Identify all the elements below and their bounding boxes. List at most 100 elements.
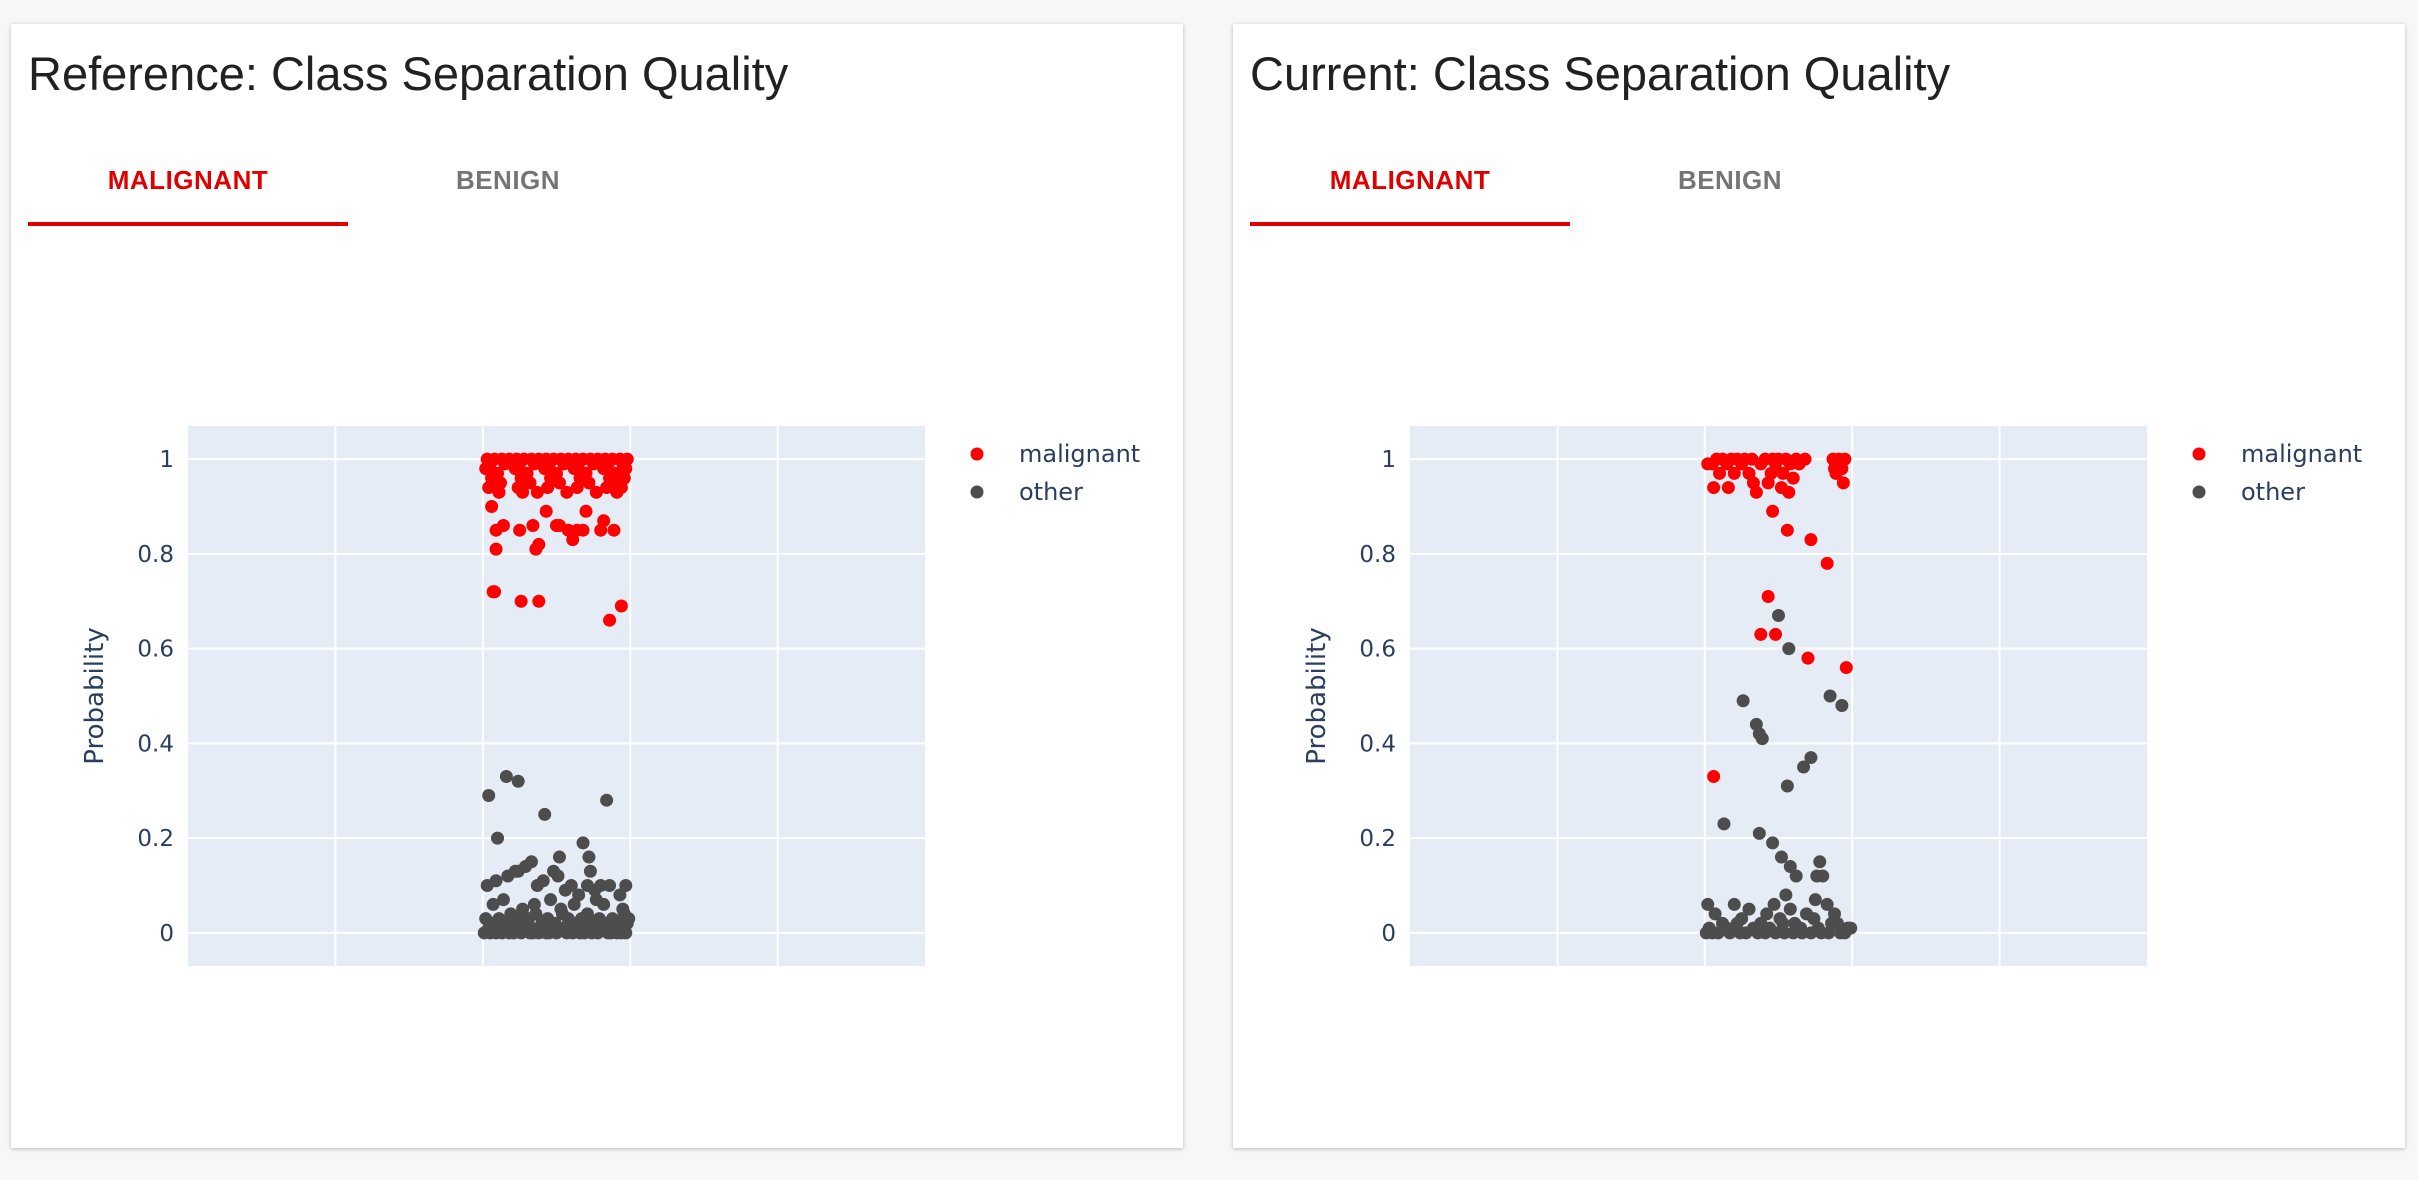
data-point bbox=[544, 916, 558, 930]
data-point bbox=[486, 916, 500, 930]
data-point bbox=[1829, 466, 1843, 480]
data-point bbox=[610, 485, 624, 499]
data-point bbox=[516, 485, 530, 499]
tab-malignant[interactable]: MALIGNANT bbox=[1250, 134, 1570, 226]
series-malignant bbox=[479, 452, 634, 627]
y-tick-label: 0.8 bbox=[1359, 542, 1396, 568]
data-point bbox=[619, 878, 633, 892]
y-tick-label: 1 bbox=[159, 447, 174, 473]
separation-scatter-chart: 0 0.2 0.4 0.6 0.8 1 Probability malignant other bbox=[1302, 426, 2362, 966]
data-point bbox=[1758, 926, 1772, 940]
class-tabs: MALIGNANT BENIGN bbox=[28, 134, 668, 226]
data-point bbox=[1789, 869, 1803, 883]
data-point bbox=[489, 542, 503, 556]
data-point bbox=[1760, 907, 1774, 921]
data-point bbox=[498, 457, 512, 471]
legend-label-malignant: malignant bbox=[2241, 440, 2362, 468]
tab-benign[interactable]: BENIGN bbox=[455, 164, 561, 195]
data-point bbox=[1780, 779, 1794, 793]
data-point bbox=[485, 500, 499, 514]
data-point bbox=[1752, 826, 1766, 840]
data-point bbox=[482, 481, 496, 495]
plot-area bbox=[1410, 426, 2147, 966]
data-point bbox=[607, 523, 621, 537]
data-point bbox=[1735, 457, 1749, 471]
data-point bbox=[1736, 694, 1750, 708]
data-point bbox=[1707, 770, 1721, 784]
data-point bbox=[557, 457, 571, 471]
series-other bbox=[1699, 608, 1858, 940]
data-point bbox=[576, 836, 590, 850]
data-point bbox=[1761, 590, 1775, 604]
data-point bbox=[614, 599, 628, 613]
y-tick-label: 0.8 bbox=[137, 542, 174, 568]
data-point bbox=[492, 485, 506, 499]
legend-marker-other bbox=[2192, 485, 2206, 499]
y-tick-label: 0.4 bbox=[1359, 731, 1396, 757]
data-point bbox=[1707, 481, 1721, 495]
data-point bbox=[541, 481, 555, 495]
data-point bbox=[551, 869, 565, 883]
legend-label-other: other bbox=[1019, 478, 1083, 506]
data-point bbox=[544, 893, 558, 907]
data-point bbox=[583, 864, 597, 878]
tab-benign[interactable]: BENIGN bbox=[1677, 164, 1783, 195]
data-point bbox=[1823, 689, 1837, 703]
data-point bbox=[1783, 902, 1797, 916]
series-malignant bbox=[1701, 452, 1853, 784]
data-point bbox=[603, 878, 617, 892]
data-point bbox=[1779, 888, 1793, 902]
y-tick-label: 1 bbox=[1381, 447, 1396, 473]
data-point bbox=[1721, 481, 1735, 495]
data-point bbox=[1792, 457, 1806, 471]
data-point bbox=[1769, 627, 1783, 641]
data-point bbox=[579, 504, 593, 518]
data-point bbox=[1772, 608, 1785, 622]
data-point bbox=[1708, 907, 1722, 921]
data-point bbox=[1801, 651, 1815, 665]
data-point bbox=[552, 476, 566, 490]
data-point bbox=[511, 774, 525, 788]
data-point bbox=[1816, 869, 1830, 883]
data-point bbox=[1782, 642, 1796, 656]
data-point bbox=[1839, 661, 1853, 675]
data-point bbox=[1782, 485, 1796, 499]
data-point bbox=[539, 504, 553, 518]
data-point bbox=[524, 855, 538, 869]
data-point bbox=[613, 888, 627, 902]
data-point bbox=[570, 481, 584, 495]
current-panel: Current: Class Separation Quality MALIGN… bbox=[1233, 24, 2405, 1148]
data-point bbox=[508, 864, 522, 878]
data-point bbox=[1835, 698, 1849, 712]
data-point bbox=[1713, 466, 1727, 480]
data-point bbox=[499, 921, 513, 935]
data-point bbox=[499, 770, 513, 784]
data-point bbox=[482, 788, 496, 802]
data-point bbox=[603, 613, 617, 627]
data-point bbox=[1739, 926, 1753, 940]
data-point bbox=[529, 907, 543, 921]
data-point bbox=[1742, 902, 1756, 916]
data-point bbox=[486, 897, 500, 911]
data-point bbox=[1701, 897, 1715, 911]
y-axis-label: Probability bbox=[80, 627, 110, 764]
data-point bbox=[532, 594, 546, 608]
data-point bbox=[586, 457, 600, 471]
data-point bbox=[1711, 926, 1725, 940]
data-point bbox=[496, 893, 510, 907]
data-point bbox=[508, 462, 522, 476]
data-point bbox=[1797, 760, 1811, 774]
data-point bbox=[526, 518, 540, 532]
data-point bbox=[530, 485, 544, 499]
data-point bbox=[1820, 897, 1834, 911]
data-point bbox=[517, 916, 531, 930]
data-point bbox=[1727, 897, 1741, 911]
tab-malignant[interactable]: MALIGNANT bbox=[28, 134, 348, 226]
data-point bbox=[594, 523, 608, 537]
y-tick-label: 0.6 bbox=[1359, 637, 1396, 663]
panel-title: Current: Class Separation Quality bbox=[1250, 47, 1951, 100]
data-point bbox=[1755, 732, 1769, 746]
data-point bbox=[1774, 850, 1788, 864]
data-point bbox=[616, 916, 630, 930]
data-point bbox=[479, 462, 493, 476]
